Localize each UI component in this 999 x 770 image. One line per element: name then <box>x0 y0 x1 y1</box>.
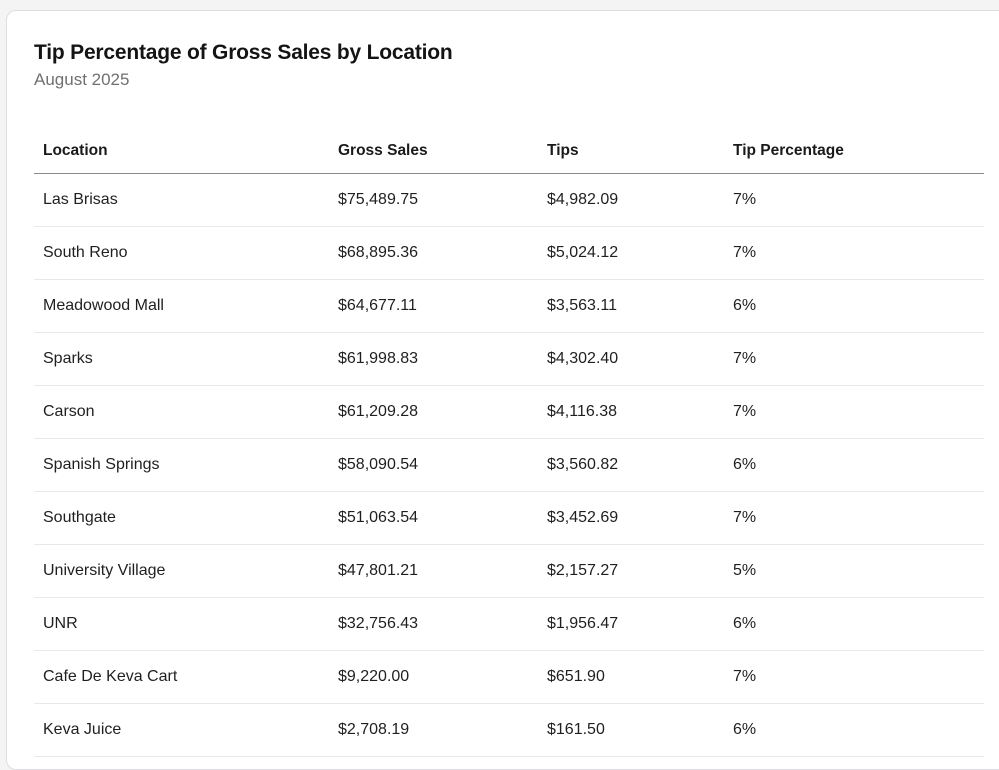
cell-location: South Reno <box>34 226 329 280</box>
cell-tip-percentage: 7% <box>724 332 984 386</box>
cell-gross-sales: $2,708.19 <box>329 703 538 757</box>
cell-tips: $651.90 <box>538 650 724 704</box>
cell-tips: $3,560.82 <box>538 438 724 492</box>
cell-gross-sales: $58,090.54 <box>329 438 538 492</box>
table-row: Las Brisas $75,489.75 $4,982.09 7% <box>34 173 984 227</box>
cell-location: University Village <box>34 544 329 598</box>
cell-gross-sales: $61,998.83 <box>329 332 538 386</box>
report-title: Tip Percentage of Gross Sales by Locatio… <box>34 41 453 64</box>
cell-location: Southgate <box>34 491 329 545</box>
cell-tip-percentage: 7% <box>724 173 984 227</box>
cell-gross-sales: $68,895.36 <box>329 226 538 280</box>
cell-tip-percentage: 6% <box>724 438 984 492</box>
cell-tip-percentage: 6% <box>724 597 984 651</box>
cell-location: UNR <box>34 597 329 651</box>
report-subtitle: August 2025 <box>34 70 130 89</box>
table-row: Southgate $51,063.54 $3,452.69 7% <box>34 491 984 545</box>
table-row: UNR $32,756.43 $1,956.47 6% <box>34 597 984 651</box>
cell-location: Keva Juice <box>34 703 329 757</box>
table-row: Sparks $61,998.83 $4,302.40 7% <box>34 332 984 386</box>
cell-tip-percentage: 5% <box>724 544 984 598</box>
table-header: Location Gross Sales Tips Tip Percentage <box>34 129 984 174</box>
cell-tip-percentage: 7% <box>724 385 984 439</box>
cell-tips: $161.50 <box>538 703 724 757</box>
cell-tip-percentage: 7% <box>724 226 984 280</box>
table-body: Las Brisas $75,489.75 $4,982.09 7% South… <box>34 173 984 757</box>
cell-location: Cafe De Keva Cart <box>34 650 329 704</box>
table-row: South Reno $68,895.36 $5,024.12 7% <box>34 226 984 280</box>
cell-tip-percentage: 6% <box>724 703 984 757</box>
cell-tips: $3,563.11 <box>538 279 724 333</box>
report-card: Tip Percentage of Gross Sales by Locatio… <box>6 10 999 770</box>
cell-location: Meadowood Mall <box>34 279 329 333</box>
cell-tip-percentage: 7% <box>724 650 984 704</box>
cell-gross-sales: $64,677.11 <box>329 279 538 333</box>
cell-tips: $3,452.69 <box>538 491 724 545</box>
cell-tips: $4,116.38 <box>538 385 724 439</box>
cell-location: Sparks <box>34 332 329 386</box>
cell-location: Las Brisas <box>34 173 329 227</box>
cell-gross-sales: $75,489.75 <box>329 173 538 227</box>
header-location: Location <box>34 129 329 174</box>
table-row: Meadowood Mall $64,677.11 $3,563.11 6% <box>34 279 984 333</box>
header-tips: Tips <box>538 129 724 174</box>
cell-tips: $4,982.09 <box>538 173 724 227</box>
tips-table: Location Gross Sales Tips Tip Percentage… <box>34 129 984 757</box>
table-row: Cafe De Keva Cart $9,220.00 $651.90 7% <box>34 650 984 704</box>
cell-location: Carson <box>34 385 329 439</box>
cell-tip-percentage: 6% <box>724 279 984 333</box>
cell-tips: $4,302.40 <box>538 332 724 386</box>
table-row: Keva Juice $2,708.19 $161.50 6% <box>34 703 984 757</box>
table-row: University Village $47,801.21 $2,157.27 … <box>34 544 984 598</box>
header-row: Location Gross Sales Tips Tip Percentage <box>34 129 984 174</box>
cell-tips: $1,956.47 <box>538 597 724 651</box>
cell-tip-percentage: 7% <box>724 491 984 545</box>
header-tip-percentage: Tip Percentage <box>724 129 984 174</box>
cell-gross-sales: $61,209.28 <box>329 385 538 439</box>
cell-tips: $2,157.27 <box>538 544 724 598</box>
cell-gross-sales: $32,756.43 <box>329 597 538 651</box>
cell-gross-sales: $47,801.21 <box>329 544 538 598</box>
table-row: Carson $61,209.28 $4,116.38 7% <box>34 385 984 439</box>
cell-location: Spanish Springs <box>34 438 329 492</box>
cell-tips: $5,024.12 <box>538 226 724 280</box>
cell-gross-sales: $9,220.00 <box>329 650 538 704</box>
cell-gross-sales: $51,063.54 <box>329 491 538 545</box>
table-row: Spanish Springs $58,090.54 $3,560.82 6% <box>34 438 984 492</box>
header-gross-sales: Gross Sales <box>329 129 538 174</box>
